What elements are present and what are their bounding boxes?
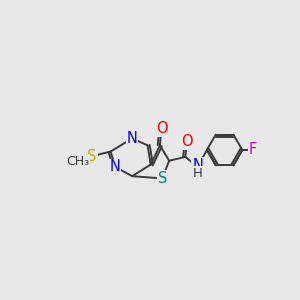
Text: O: O [181,134,193,149]
Text: N: N [110,159,121,174]
Text: N: N [127,131,138,146]
Text: O: O [156,121,167,136]
Text: CH₃: CH₃ [66,155,89,168]
Text: S: S [158,171,167,186]
Text: S: S [88,148,97,164]
Text: H: H [193,167,202,180]
Text: F: F [249,142,257,158]
Text: N: N [192,158,203,173]
